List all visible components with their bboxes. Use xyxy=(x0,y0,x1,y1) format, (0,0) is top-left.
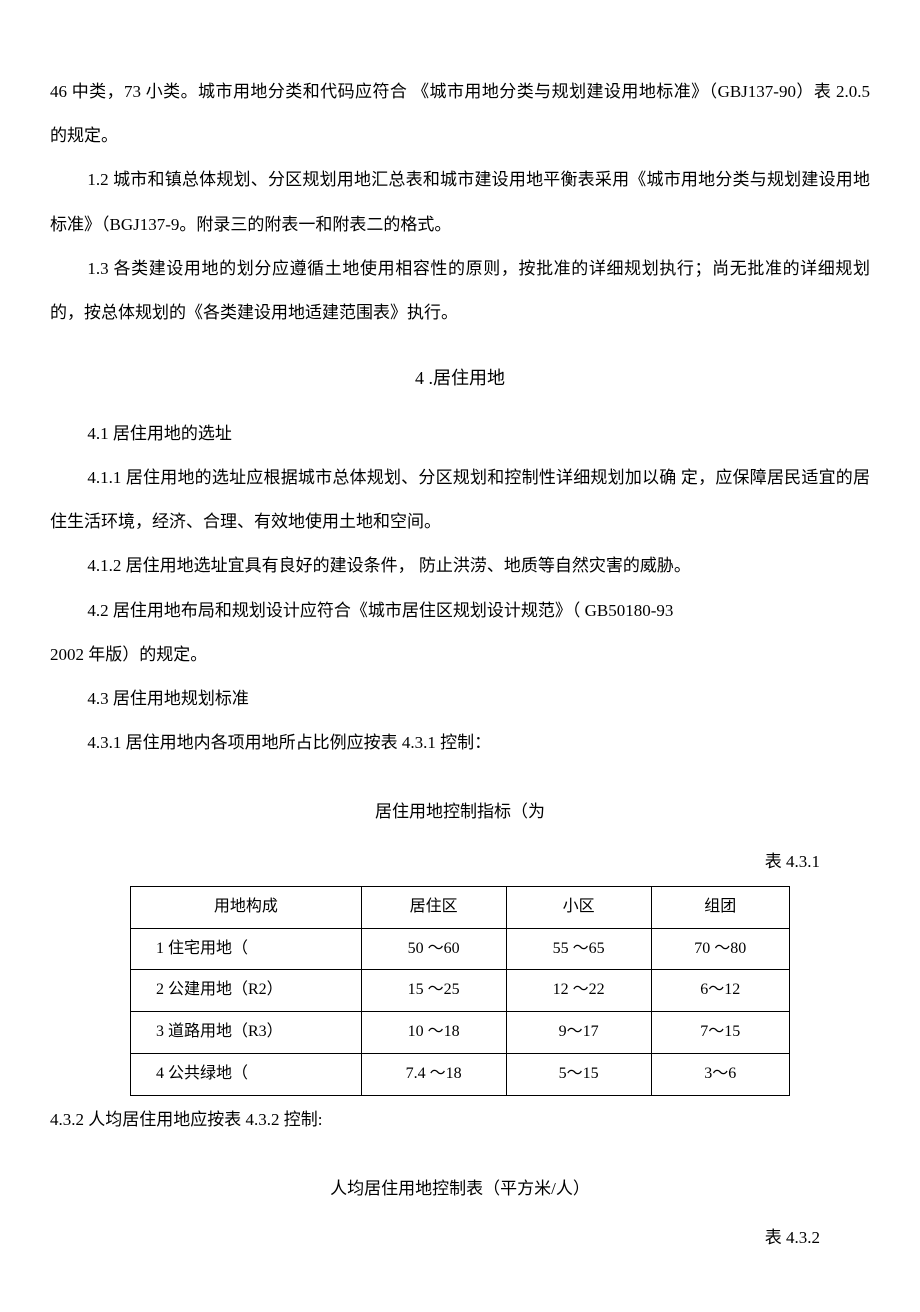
table-row: 4 公共绿地（ 7.4 〜18 5〜15 3〜6 xyxy=(131,1053,790,1095)
table-cell: 9〜17 xyxy=(506,1012,651,1054)
table-1-title: 居住用地控制指标（为 xyxy=(50,790,870,834)
section-4-3-2: 4.3.2 人均居住用地应按表 4.3.2 控制: xyxy=(50,1098,870,1142)
table-header-cell: 用地构成 xyxy=(131,886,362,928)
table-cell: 3〜6 xyxy=(651,1053,789,1095)
table-1: 用地构成 居住区 小区 组团 1 住宅用地（ 50 〜60 55 〜65 70 … xyxy=(130,886,790,1096)
table-cell: 4 公共绿地（ xyxy=(131,1053,362,1095)
table-1-label: 表 4.3.1 xyxy=(50,840,870,884)
paragraph-intro-1: 46 中类，73 小类。城市用地分类和代码应符合 《城市用地分类与规划建设用地标… xyxy=(50,70,870,158)
paragraph-1-3: 1.3 各类建设用地的划分应遵循土地使用相容性的原则，按批准的详细规划执行；尚无… xyxy=(50,247,870,335)
table-row: 3 道路用地（R3） 10 〜18 9〜17 7〜15 xyxy=(131,1012,790,1054)
table-header-row: 用地构成 居住区 小区 组团 xyxy=(131,886,790,928)
table-cell: 15 〜25 xyxy=(361,970,506,1012)
table-cell: 1 住宅用地（ xyxy=(131,928,362,970)
table-cell: 55 〜65 xyxy=(506,928,651,970)
section-4-2-line2: 2002 年版）的规定。 xyxy=(50,633,870,677)
section-4-3: 4.3 居住用地规划标准 xyxy=(50,677,870,721)
section-4-2-line1: 4.2 居住用地布局和规划设计应符合《城市居住区规划设计规范》（ GB50180… xyxy=(50,589,870,633)
section-4-1-1: 4.1.1 居住用地的选址应根据城市总体规划、分区规划和控制性详细规划加以确 定… xyxy=(50,456,870,544)
table-header-cell: 居住区 xyxy=(361,886,506,928)
table-cell: 6〜12 xyxy=(651,970,789,1012)
table-2-title: 人均居住用地控制表（平方米/人） xyxy=(50,1167,870,1211)
table-cell: 70 〜80 xyxy=(651,928,789,970)
table-2-label: 表 4.3.2 xyxy=(50,1216,870,1260)
table-cell: 12 〜22 xyxy=(506,970,651,1012)
section-4-3-1: 4.3.1 居住用地内各项用地所占比例应按表 4.3.1 控制： xyxy=(50,721,870,765)
table-row: 1 住宅用地（ 50 〜60 55 〜65 70 〜80 xyxy=(131,928,790,970)
table-header-cell: 组团 xyxy=(651,886,789,928)
table-cell: 7.4 〜18 xyxy=(361,1053,506,1095)
section-4-1-2: 4.1.2 居住用地选址宜具有良好的建设条件， 防止洪涝、地质等自然灾害的威胁。 xyxy=(50,544,870,588)
table-cell: 50 〜60 xyxy=(361,928,506,970)
table-cell: 7〜15 xyxy=(651,1012,789,1054)
section-4-heading: 4 .居住用地 xyxy=(50,355,870,402)
table-cell: 3 道路用地（R3） xyxy=(131,1012,362,1054)
table-cell: 2 公建用地（R2） xyxy=(131,970,362,1012)
table-cell: 10 〜18 xyxy=(361,1012,506,1054)
section-4-1: 4.1 居住用地的选址 xyxy=(50,412,870,456)
table-header-cell: 小区 xyxy=(506,886,651,928)
table-row: 2 公建用地（R2） 15 〜25 12 〜22 6〜12 xyxy=(131,970,790,1012)
table-cell: 5〜15 xyxy=(506,1053,651,1095)
table-1-wrapper: 用地构成 居住区 小区 组团 1 住宅用地（ 50 〜60 55 〜65 70 … xyxy=(50,886,870,1096)
paragraph-1-2: 1.2 城市和镇总体规划、分区规划用地汇总表和城市建设用地平衡表采用《城市用地分… xyxy=(50,158,870,246)
